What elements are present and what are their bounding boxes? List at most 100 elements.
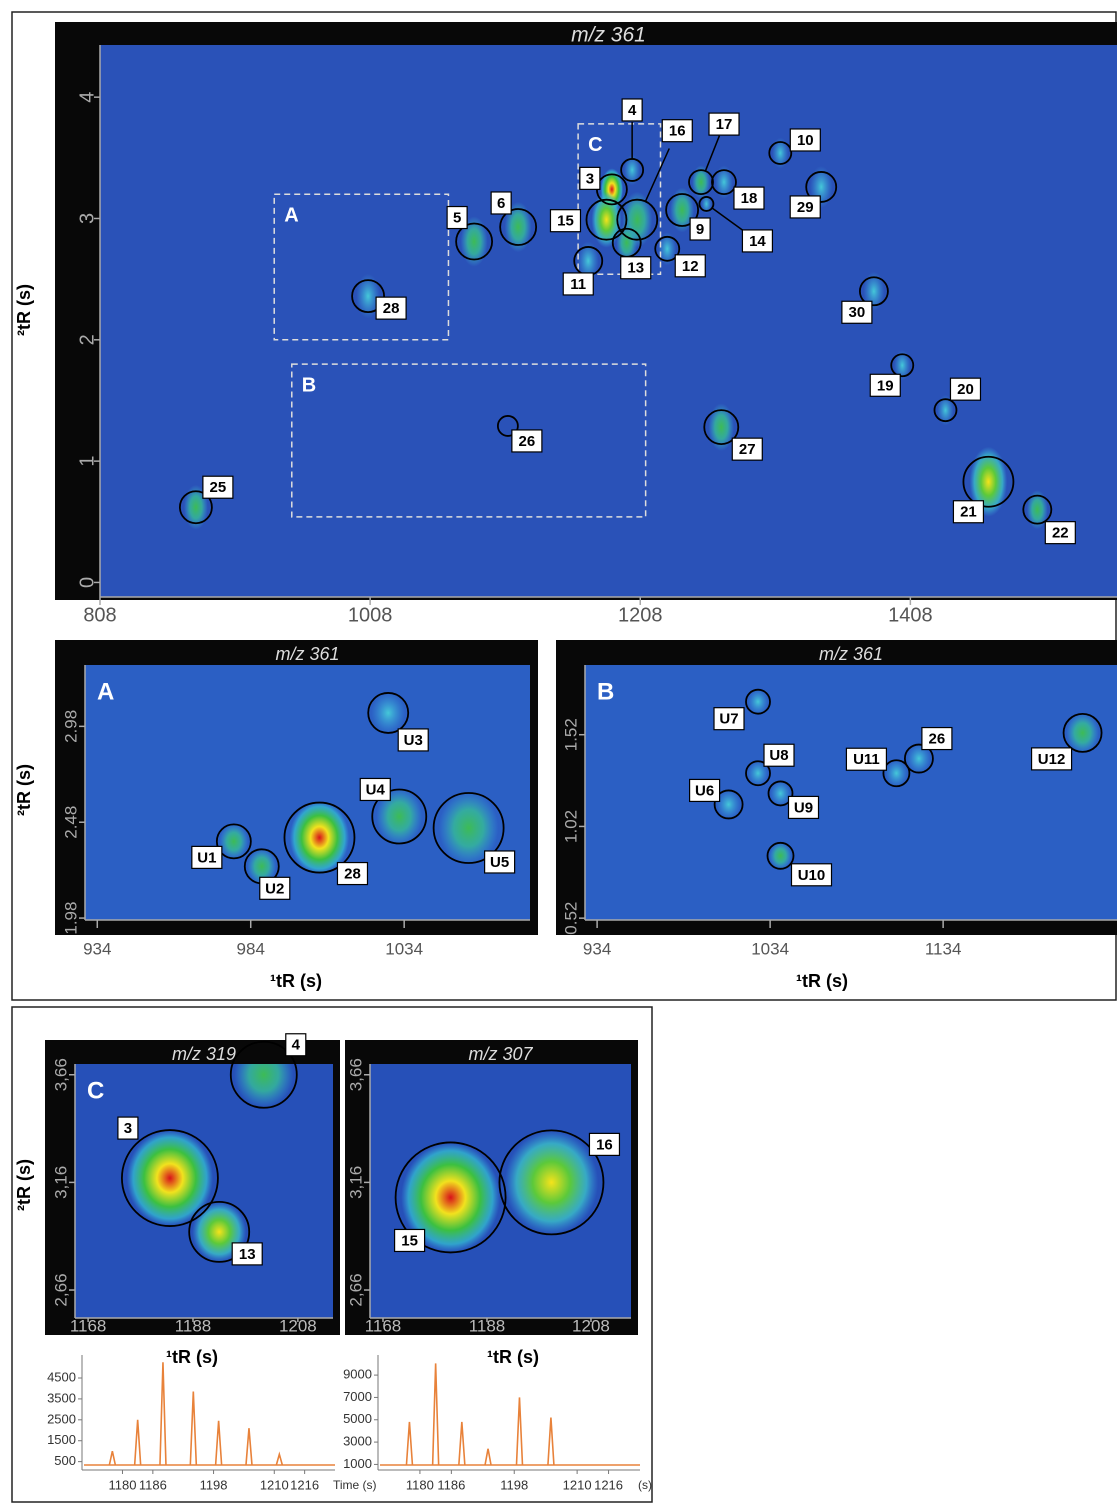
- x-tick-label: 808: [83, 604, 116, 626]
- peak-label: U6: [695, 782, 714, 799]
- x-tick-label: 1168: [70, 1316, 107, 1335]
- y-tick-label: 2.48: [61, 806, 80, 839]
- peak-label: 30: [849, 304, 866, 321]
- spectrum-peak: [459, 1422, 465, 1465]
- peak-label: 12: [682, 258, 699, 275]
- peak-spot: [371, 692, 405, 734]
- peak-label: U7: [719, 711, 738, 728]
- x-tick-label: 984: [237, 939, 265, 958]
- peak-label: 19: [877, 377, 894, 394]
- peak-label: 15: [557, 213, 574, 230]
- spectrum-peak: [135, 1420, 141, 1465]
- spectrum-peak: [433, 1363, 439, 1465]
- x-axis-label: ¹tR (s): [166, 1347, 218, 1367]
- x-tick-label: 1034: [385, 939, 423, 958]
- peak-label: 3: [124, 1120, 132, 1137]
- peak-label: U2: [265, 880, 284, 897]
- panel-title: m/z 361: [275, 644, 339, 664]
- x-tick-label: 1186: [437, 1477, 465, 1492]
- y-axis-label: ²tR (s): [14, 764, 34, 816]
- peak-label: 26: [929, 731, 946, 748]
- y-tick-label: 3,16: [51, 1166, 70, 1199]
- panel-title: m/z 307: [468, 1044, 533, 1064]
- panel-title: m/z 361: [819, 644, 883, 664]
- peak-label: U1: [197, 849, 216, 866]
- y-tick-label: 4: [76, 92, 98, 103]
- y-tick-label: 1.98: [61, 902, 80, 935]
- peak-label: 5: [453, 210, 461, 227]
- x-tick-label: 1188: [175, 1316, 212, 1335]
- panel-title: m/z 361: [571, 24, 646, 47]
- y-tick-label: 1500: [47, 1432, 76, 1447]
- spectrum-peak: [485, 1449, 491, 1465]
- peak-label: 3: [586, 170, 594, 187]
- x-tick-label: 1208: [572, 1316, 610, 1335]
- peak-label: U4: [366, 781, 386, 798]
- y-tick-label: 3,66: [51, 1058, 70, 1091]
- peak-label: U5: [490, 854, 509, 871]
- x-tick-label: 1134: [925, 939, 962, 958]
- y-tick-label: 1.02: [561, 810, 580, 843]
- x-tick-label: 1188: [469, 1316, 506, 1335]
- peak-label: U3: [404, 732, 423, 749]
- peak-label: 17: [716, 116, 733, 133]
- panel-title: m/z 319: [172, 1044, 236, 1064]
- peak-label: 28: [344, 866, 361, 883]
- x-tick-label: 934: [83, 939, 111, 958]
- x-tick-label: 1198: [500, 1477, 528, 1492]
- x-tick-label: 1408: [888, 604, 933, 626]
- y-tick-label: 2500: [47, 1411, 76, 1426]
- x-tick-label: 1180: [108, 1477, 136, 1492]
- peak-label: 25: [210, 479, 227, 496]
- peak-label: 9: [696, 221, 704, 238]
- y-axis-label: ²tR (s): [14, 284, 34, 336]
- peak-spot: [1066, 713, 1098, 753]
- x-tick-label: 1210: [260, 1477, 289, 1492]
- y-tick-label: 4500: [47, 1369, 76, 1384]
- peak-label: 27: [739, 441, 756, 458]
- y-tick-label: 9000: [343, 1367, 372, 1382]
- y-tick-label: 5000: [343, 1411, 372, 1426]
- peak-label: 16: [596, 1136, 613, 1153]
- peak-label: 22: [1052, 525, 1069, 542]
- y-tick-label: 2.98: [61, 710, 80, 743]
- x-tick-label: 1208: [279, 1316, 317, 1335]
- spectrum-peak: [190, 1392, 196, 1465]
- region-label: A: [284, 205, 298, 227]
- x-axis-label: ¹tR (s): [487, 1347, 539, 1367]
- peak-label: 13: [239, 1246, 256, 1263]
- peak-label: 20: [957, 381, 974, 398]
- peak-spot: [505, 1130, 599, 1234]
- peak-label: 4: [628, 102, 637, 119]
- peak-label: 11: [570, 276, 586, 293]
- peak-label: 6: [497, 195, 505, 212]
- peak-label: 29: [797, 199, 814, 216]
- region-label: C: [588, 134, 602, 156]
- y-axis-label: ²tR (s): [14, 1159, 34, 1211]
- x-tick-label: 1034: [751, 939, 789, 958]
- peak-label: 15: [401, 1232, 418, 1249]
- x-tick-label: 1216: [594, 1477, 623, 1492]
- spectrum-peak: [216, 1421, 222, 1465]
- x-tick-label: 1216: [290, 1477, 319, 1492]
- y-tick-label: 3,66: [346, 1058, 365, 1091]
- spectrum-peak: [246, 1428, 252, 1465]
- panel-label: A: [97, 678, 114, 705]
- spectrum-peak: [516, 1397, 522, 1465]
- y-tick-label: 1.52: [561, 718, 580, 751]
- peak-label: U12: [1038, 751, 1066, 768]
- spectrum-peak: [109, 1451, 115, 1465]
- y-tick-label: 500: [54, 1453, 76, 1468]
- peak-label: U8: [769, 747, 788, 764]
- figure: m/z 36180810081208140801234²tR (s)ABC252…: [0, 0, 1117, 1503]
- x-axis-label: (s): [638, 1478, 652, 1492]
- spectrum-peak: [406, 1422, 412, 1465]
- y-tick-label: 1000: [343, 1456, 372, 1471]
- peak-label: 10: [797, 132, 814, 149]
- x-tick-label: 1198: [200, 1477, 228, 1492]
- y-tick-label: 0.52: [561, 902, 580, 935]
- x-tick-label: 1208: [618, 604, 663, 626]
- peak-label: 26: [519, 433, 536, 450]
- x-tick-label: 934: [583, 939, 611, 958]
- peak-label: 16: [669, 123, 686, 140]
